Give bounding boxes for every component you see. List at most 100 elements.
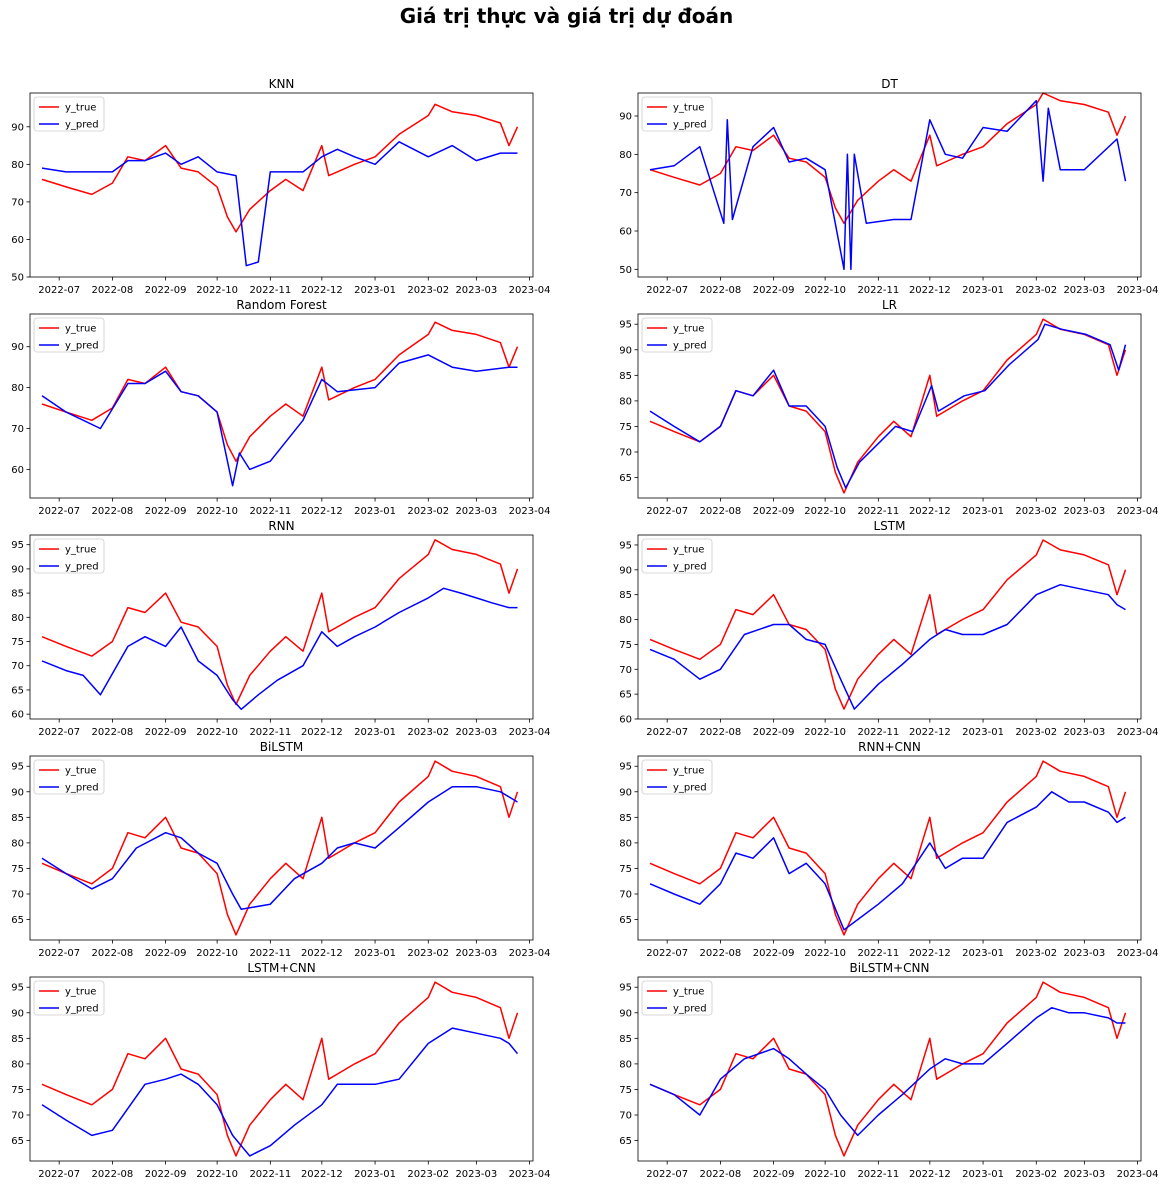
y-tick-label: 75 xyxy=(619,1085,632,1096)
x-tick-label: 2022-11 xyxy=(249,1169,291,1180)
y-tick-label: 65 xyxy=(11,915,24,926)
y-tick-label: 85 xyxy=(619,1034,632,1045)
x-tick-label: 2023-01 xyxy=(354,285,396,296)
x-tick-label: 2022-08 xyxy=(92,506,134,517)
y-tick-label: 70 xyxy=(619,188,632,199)
y-tick-label: 80 xyxy=(11,160,24,171)
x-tick-label: 2022-08 xyxy=(92,1169,134,1180)
legend-label-y-pred: y_pred xyxy=(65,120,99,131)
axes-frame xyxy=(29,313,534,499)
y-tick-label: 65 xyxy=(619,1136,632,1147)
y-tick-label: 95 xyxy=(11,983,24,994)
x-tick-label: 2023-02 xyxy=(1015,1169,1057,1180)
x-tick-label: 2023-03 xyxy=(1063,285,1105,296)
legend-label-y-true: y_true xyxy=(65,545,96,556)
subplot-rnn: RNN 2022-07 2022-08 2022-09 2022-10 2022-11 20… xyxy=(11,519,550,738)
x-tick-label: 2022-10 xyxy=(196,948,238,959)
subplot-bilstm: BiLSTM 2022-07 2022-08 2022-09 2022-10 2022-1… xyxy=(11,740,550,959)
legend-label-y-true: y_true xyxy=(673,103,704,114)
x-tick-label: 2022-07 xyxy=(646,727,688,738)
x-tick-label: 2023-01 xyxy=(962,1169,1004,1180)
subplot-lstm: LSTM 2022-07 2022-08 2022-09 2022-10 2022-11 2… xyxy=(619,519,1158,738)
x-tick-label: 2023-03 xyxy=(455,506,497,517)
y-tick-label: 85 xyxy=(11,813,24,824)
y-tick-label: 65 xyxy=(619,915,632,926)
axes-frame xyxy=(637,92,1142,278)
legend: y_true y_pred xyxy=(33,980,105,1016)
x-tick-label: 2022-11 xyxy=(857,948,899,959)
y-tick-label: 75 xyxy=(619,864,632,875)
y-tick-label: 70 xyxy=(11,661,24,672)
x-tick-label: 2022-09 xyxy=(753,727,795,738)
legend: y_true y_pred xyxy=(641,317,713,353)
y-tick-label: 90 xyxy=(11,1008,24,1019)
x-tick-label: 2022-10 xyxy=(804,285,846,296)
subplot-title: DT xyxy=(881,77,898,91)
legend-box xyxy=(641,759,713,795)
legend: y_true y_pred xyxy=(33,538,105,574)
x-tick-label: 2022-12 xyxy=(909,727,951,738)
subplot-title: LSTM+CNN xyxy=(247,961,315,975)
legend-box xyxy=(641,538,713,574)
y-tick-label: 65 xyxy=(619,690,632,701)
x-tick-label: 2023-03 xyxy=(1063,1169,1105,1180)
x-tick-label: 2023-04 xyxy=(509,285,551,296)
subplot-title: KNN xyxy=(269,77,295,91)
legend-label-y-true: y_true xyxy=(65,324,96,335)
x-tick-label: 2022-07 xyxy=(646,506,688,517)
y-tick-label: 90 xyxy=(11,787,24,798)
x-tick-label: 2022-12 xyxy=(301,285,343,296)
x-tick-label: 2023-01 xyxy=(962,727,1004,738)
x-tick-label: 2023-02 xyxy=(1015,948,1057,959)
y-tick-label: 60 xyxy=(11,710,24,721)
y-tick-label: 85 xyxy=(619,813,632,824)
y-tick-label: 85 xyxy=(11,1034,24,1045)
axes-frame xyxy=(637,976,1142,1162)
subplot-rnn-cnn: RNN+CNN 2022-07 2022-08 2022-09 2022-10 2022-… xyxy=(619,740,1158,959)
legend-box xyxy=(33,980,105,1016)
subplot-title: Random Forest xyxy=(236,298,327,312)
series-line-y-true xyxy=(41,539,519,706)
x-tick-label: 2023-03 xyxy=(1063,948,1105,959)
y-tick-label: 80 xyxy=(619,615,632,626)
x-tick-label: 2023-03 xyxy=(1063,506,1105,517)
x-tick-label: 2022-09 xyxy=(145,1169,187,1180)
x-tick-label: 2022-09 xyxy=(145,948,187,959)
x-tick-label: 2022-07 xyxy=(646,1169,688,1180)
legend-label-y-pred: y_pred xyxy=(65,1004,99,1015)
legend-label-y-true: y_true xyxy=(673,545,704,556)
y-tick-label: 95 xyxy=(619,983,632,994)
x-tick-label: 2022-09 xyxy=(753,1169,795,1180)
y-tick-label: 70 xyxy=(619,665,632,676)
y-tick-label: 90 xyxy=(11,564,24,575)
figure-title: Giá trị thực và giá trị dự đoán xyxy=(399,4,734,28)
x-tick-label: 2022-11 xyxy=(857,1169,899,1180)
y-tick-label: 65 xyxy=(11,1136,24,1147)
y-tick-label: 90 xyxy=(619,112,632,123)
y-tick-label: 90 xyxy=(619,1008,632,1019)
subplot-random-forest: Random Forest 2022-07 2022-08 2022-09 2022-1… xyxy=(11,298,550,517)
x-tick-label: 2023-01 xyxy=(962,285,1004,296)
subplot-dt: DT 2022-07 2022-08 2022-09 2022-10 2022-11 202… xyxy=(619,77,1158,296)
x-tick-label: 2022-11 xyxy=(857,285,899,296)
legend-label-y-pred: y_pred xyxy=(65,341,99,352)
series-line-y-pred xyxy=(41,785,518,911)
x-tick-label: 2022-07 xyxy=(38,948,80,959)
series-line-y-true xyxy=(41,981,519,1157)
series-line-y-true xyxy=(649,760,1127,936)
x-tick-label: 2022-12 xyxy=(909,948,951,959)
subplot-title: LR xyxy=(882,298,897,312)
series-line-y-true xyxy=(649,539,1127,710)
x-tick-label: 2022-10 xyxy=(804,506,846,517)
y-tick-label: 90 xyxy=(11,122,24,133)
x-tick-label: 2022-12 xyxy=(301,506,343,517)
x-tick-label: 2022-07 xyxy=(38,727,80,738)
x-tick-label: 2023-04 xyxy=(509,948,551,959)
subplot-lr: LR 2022-07 2022-08 2022-09 2022-10 2022-11 202… xyxy=(619,298,1158,517)
x-tick-label: 2023-01 xyxy=(962,506,1004,517)
series-line-y-true xyxy=(41,760,519,936)
x-tick-label: 2023-02 xyxy=(1015,506,1057,517)
legend-label-y-true: y_true xyxy=(673,766,704,777)
x-tick-label: 2022-07 xyxy=(38,285,80,296)
